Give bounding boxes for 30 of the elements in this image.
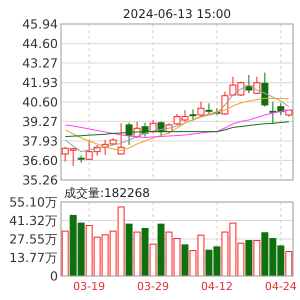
y-tick-label: 37.93 xyxy=(22,133,58,148)
y-tick-label: 45.94 xyxy=(22,16,58,32)
bar xyxy=(126,224,133,276)
x-tick-label: 04-12 xyxy=(200,280,233,293)
y-tick-label: 13.77万 xyxy=(9,250,58,265)
bar xyxy=(62,230,69,276)
bar xyxy=(285,251,292,276)
bar xyxy=(134,232,141,276)
y-tick-label: 39.27 xyxy=(22,114,58,129)
y-tick-label: 40.60 xyxy=(22,94,58,110)
chart-title: 2024-06-13 15:00 xyxy=(122,7,232,21)
x-tick-label: 04-24 xyxy=(264,280,297,293)
bar xyxy=(158,224,165,276)
bar xyxy=(253,240,260,276)
bar xyxy=(181,244,188,276)
y-tick-label: 36.60 xyxy=(22,152,58,168)
y-tick-label: 0 xyxy=(50,268,58,284)
y-tick-label: 43.27 xyxy=(22,55,58,70)
y-tick-label: 44.60 xyxy=(22,36,58,51)
bar xyxy=(245,240,252,276)
y-tick-label: 35.26 xyxy=(22,172,58,188)
text: 成交量:182268 xyxy=(64,186,150,200)
bar xyxy=(142,228,149,276)
y-tick-label: 55.10万 xyxy=(9,194,58,210)
y-tick-label: 41.93 xyxy=(22,74,58,90)
x-tick-label: 03-19 xyxy=(73,280,106,293)
y-tick-label: 41.32万 xyxy=(9,212,58,228)
x-tick-label: 03-29 xyxy=(137,280,170,293)
y-tick-label: 27.55万 xyxy=(9,231,58,246)
bar xyxy=(150,244,157,276)
